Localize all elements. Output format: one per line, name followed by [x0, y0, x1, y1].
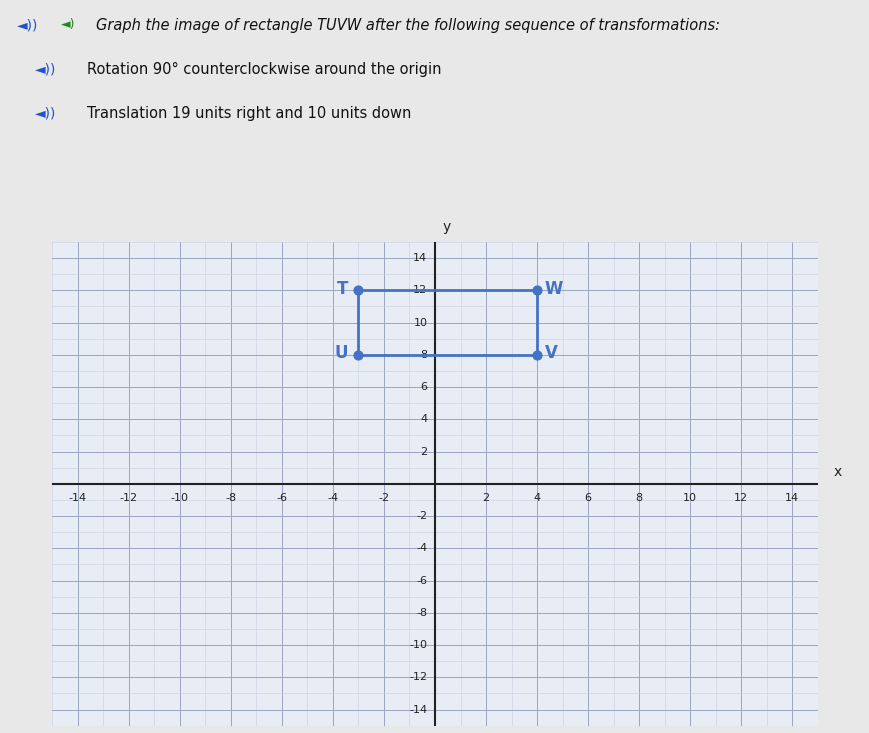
Text: W: W: [544, 280, 562, 298]
Point: [351, 284, 365, 296]
Text: 2: 2: [420, 446, 427, 457]
Text: -2: -2: [378, 493, 389, 503]
Text: 10: 10: [682, 493, 696, 503]
Text: 12: 12: [733, 493, 747, 503]
Point: [529, 284, 543, 296]
Text: ◄): ◄): [61, 18, 76, 32]
Text: -12: -12: [408, 672, 427, 682]
Text: Translation 19 units right and 10 units down: Translation 19 units right and 10 units …: [87, 106, 411, 121]
Text: 12: 12: [413, 285, 427, 295]
Text: ◄)): ◄)): [17, 18, 39, 32]
Text: 4: 4: [533, 493, 540, 503]
Text: Graph the image of rectangle TUVW after the following sequence of transformation: Graph the image of rectangle TUVW after …: [96, 18, 719, 33]
Text: y: y: [442, 220, 450, 234]
Text: 10: 10: [413, 317, 427, 328]
Text: ◄)): ◄)): [35, 106, 56, 120]
Text: Rotation 90° counterclockwise around the origin: Rotation 90° counterclockwise around the…: [87, 62, 441, 77]
Text: -2: -2: [415, 511, 427, 521]
Text: 8: 8: [635, 493, 642, 503]
Text: 6: 6: [584, 493, 591, 503]
Text: -6: -6: [416, 575, 427, 586]
Text: -8: -8: [415, 608, 427, 618]
Point: [529, 349, 543, 361]
Text: -14: -14: [408, 704, 427, 715]
Text: V: V: [544, 345, 557, 362]
Text: x: x: [833, 465, 841, 479]
Text: 2: 2: [482, 493, 489, 503]
Point: [351, 349, 365, 361]
Text: U: U: [335, 345, 348, 362]
Text: 8: 8: [420, 350, 427, 360]
Text: -10: -10: [170, 493, 189, 503]
Text: -4: -4: [327, 493, 338, 503]
Text: -6: -6: [276, 493, 287, 503]
Text: -10: -10: [409, 640, 427, 650]
Text: 14: 14: [785, 493, 799, 503]
Text: -14: -14: [69, 493, 87, 503]
Text: -8: -8: [225, 493, 236, 503]
Text: -12: -12: [120, 493, 137, 503]
Text: 6: 6: [420, 382, 427, 392]
Text: 4: 4: [420, 414, 427, 424]
Text: 14: 14: [413, 253, 427, 263]
Text: ◄)): ◄)): [35, 62, 56, 76]
Text: T: T: [336, 280, 348, 298]
Text: -4: -4: [415, 543, 427, 553]
